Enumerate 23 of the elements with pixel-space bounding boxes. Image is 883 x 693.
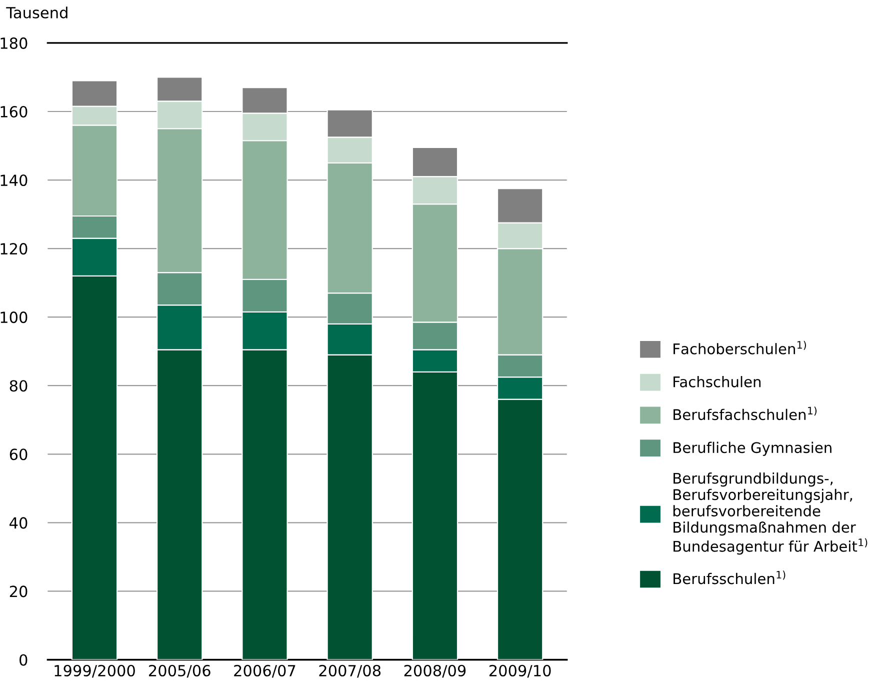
- x-tick-label: 2008/09: [404, 664, 466, 678]
- x-tick-label: 1999/2000: [54, 664, 135, 678]
- legend-label: Fachschulen: [674, 376, 761, 388]
- legend-label: Fachoberschulen$^{1)}$: [674, 340, 806, 354]
- x-tick-label: 2009/10: [489, 664, 551, 678]
- y-tick-label: 60: [10, 448, 28, 460]
- y-tick-label: 120: [0, 243, 28, 255]
- y-tick-label: 100: [0, 312, 28, 324]
- y-tick-label: 80: [10, 380, 28, 392]
- x-tick-label: 2007/08: [319, 664, 381, 678]
- y-tick-label: 160: [0, 106, 28, 118]
- x-tick-label: 2005/06: [148, 664, 210, 678]
- y-tick-label: 20: [10, 586, 28, 598]
- y-tick-label: 0: [20, 654, 28, 666]
- x-tick-label: 2006/07: [234, 664, 296, 678]
- legend-label: Berufsschulen$^{1)}$: [674, 570, 786, 584]
- legend-label: Berufliche Gymnasien: [674, 442, 832, 456]
- legend-label: Berufsgrundbildungs-, Berufsvorbereitungsjahr, berufsvorbereitende Bildungsmaßnahmen der Bundesagentur für Arbeit$^{1)}$: [673, 472, 868, 555]
- y-tick-label: 40: [10, 517, 28, 529]
- y-tick-label: 180: [0, 37, 28, 49]
- y-tick-label: 140: [0, 174, 28, 186]
- legend-label: Berufsfachschulen$^{1)}$: [674, 406, 817, 420]
- y-axis-title: Tausend: [6, 6, 68, 18]
